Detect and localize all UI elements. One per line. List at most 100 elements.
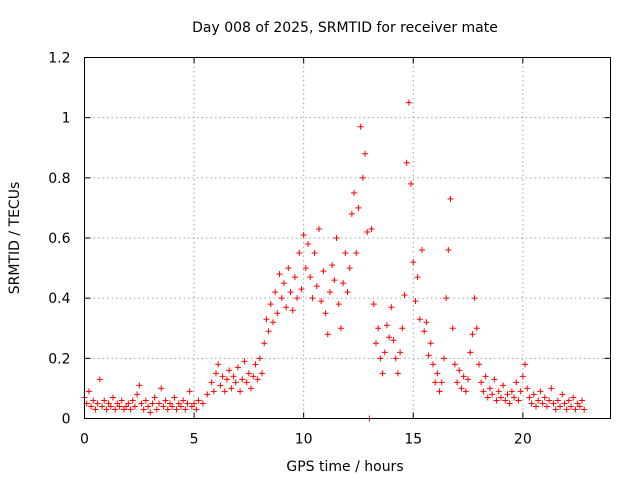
data-point bbox=[513, 379, 520, 386]
data-point bbox=[419, 247, 426, 254]
data-point bbox=[109, 394, 116, 401]
data-point bbox=[438, 379, 445, 386]
data-point bbox=[195, 397, 202, 404]
data-point bbox=[114, 400, 121, 407]
data-point bbox=[401, 292, 408, 299]
data-point bbox=[252, 361, 259, 368]
data-point bbox=[554, 397, 561, 404]
data-point bbox=[160, 403, 167, 410]
data-point bbox=[355, 204, 362, 211]
data-point bbox=[576, 403, 583, 410]
data-point bbox=[239, 376, 246, 383]
data-point bbox=[482, 373, 489, 380]
data-point bbox=[324, 331, 331, 338]
data-point bbox=[440, 355, 447, 362]
y-tick-label: 1 bbox=[62, 111, 71, 127]
data-point bbox=[256, 355, 263, 362]
data-point bbox=[274, 310, 281, 317]
data-point bbox=[291, 274, 298, 281]
data-point bbox=[460, 373, 467, 380]
data-point bbox=[335, 301, 342, 308]
data-point bbox=[226, 367, 233, 374]
data-point bbox=[368, 225, 375, 232]
grid-layer bbox=[84, 57, 611, 419]
data-point bbox=[145, 403, 152, 410]
data-point bbox=[502, 397, 509, 404]
data-point bbox=[362, 150, 369, 157]
data-point bbox=[285, 265, 292, 272]
data-point bbox=[390, 337, 397, 344]
data-point bbox=[561, 400, 568, 407]
data-point bbox=[471, 295, 478, 302]
chart-title: Day 008 of 2025, SRMTID for receiver mat… bbox=[192, 20, 498, 36]
data-point bbox=[169, 403, 176, 410]
data-point bbox=[213, 370, 219, 377]
data-point bbox=[410, 259, 417, 266]
data-point bbox=[210, 388, 217, 395]
data-point bbox=[120, 406, 127, 413]
data-point bbox=[234, 364, 241, 371]
data-point bbox=[283, 304, 290, 311]
data-point bbox=[511, 394, 518, 401]
data-point bbox=[462, 388, 469, 395]
data-point bbox=[158, 385, 165, 392]
data-point bbox=[370, 301, 377, 308]
data-point bbox=[425, 352, 432, 359]
data-point bbox=[85, 388, 92, 395]
data-point bbox=[486, 385, 493, 392]
data-point bbox=[445, 247, 452, 254]
data-point bbox=[399, 325, 406, 332]
data-point bbox=[298, 286, 305, 293]
data-point bbox=[305, 241, 312, 248]
data-point bbox=[318, 298, 325, 305]
data-point bbox=[276, 271, 283, 278]
data-point bbox=[359, 174, 366, 181]
data-point bbox=[522, 361, 529, 368]
data-point bbox=[476, 361, 482, 368]
data-point bbox=[537, 388, 544, 395]
data-point bbox=[383, 322, 390, 329]
data-point bbox=[581, 406, 588, 413]
data-point bbox=[340, 280, 347, 287]
data-point bbox=[489, 391, 496, 398]
data-point bbox=[412, 298, 419, 305]
data-point bbox=[302, 265, 309, 272]
data-point bbox=[432, 379, 439, 386]
y-tick-label: 0.4 bbox=[48, 291, 70, 307]
data-point bbox=[353, 250, 360, 257]
data-point bbox=[125, 400, 132, 407]
data-point bbox=[245, 370, 252, 377]
data-point bbox=[149, 400, 156, 407]
y-tick-label: 1.2 bbox=[48, 51, 70, 67]
x-tick-label: 15 bbox=[404, 432, 422, 448]
data-point bbox=[364, 228, 371, 235]
data-point bbox=[322, 310, 329, 317]
data-point bbox=[394, 370, 401, 377]
data-point bbox=[344, 289, 351, 296]
data-point bbox=[156, 400, 163, 407]
x-tick-label: 5 bbox=[190, 432, 199, 448]
data-point bbox=[184, 400, 191, 407]
x-tick-label: 10 bbox=[295, 432, 313, 448]
data-point bbox=[539, 400, 546, 407]
data-point bbox=[408, 180, 415, 187]
data-point bbox=[140, 406, 147, 413]
data-point bbox=[250, 373, 257, 380]
data-point bbox=[552, 406, 559, 413]
axes: 0 0.2 0.4 0.6 0.8 1 1.2 0 5 10 15 20 bbox=[48, 51, 611, 448]
data-point bbox=[532, 403, 539, 410]
data-point bbox=[504, 391, 511, 398]
data-point bbox=[280, 280, 287, 287]
data-point bbox=[579, 397, 586, 404]
data-point bbox=[296, 250, 303, 257]
data-point bbox=[230, 373, 237, 380]
data-point bbox=[278, 295, 285, 302]
data-point bbox=[316, 225, 323, 232]
data-point bbox=[254, 376, 261, 383]
y-tick-label: 0.2 bbox=[48, 351, 70, 367]
data-point bbox=[90, 397, 97, 404]
data-point bbox=[473, 325, 480, 332]
data-point bbox=[112, 406, 119, 413]
data-point bbox=[381, 349, 388, 356]
